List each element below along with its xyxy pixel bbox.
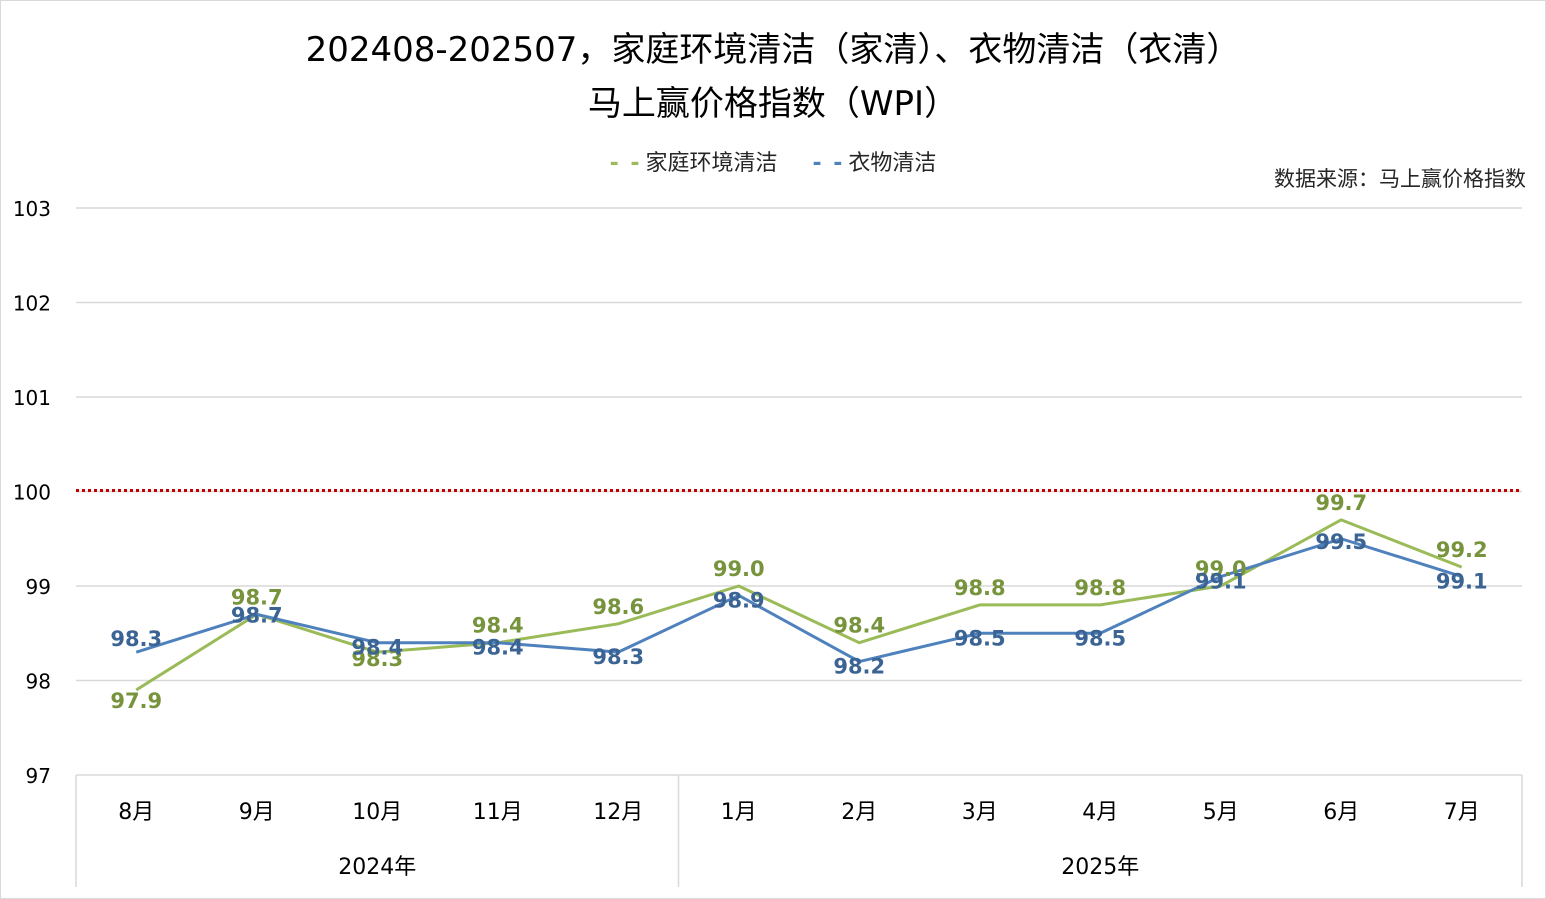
data-label-clothes: 98.3 — [592, 645, 644, 669]
x-tick-label: 3月 — [962, 800, 998, 825]
y-tick-label: 102 — [13, 292, 51, 316]
legend-swatch-clothes: - - — [812, 151, 845, 176]
x-tick-label: 1月 — [721, 800, 757, 825]
chart-title-line-2: 马上赢价格指数（WPI） — [587, 84, 959, 124]
data-label-home: 99.2 — [1436, 538, 1488, 562]
y-tick-label: 103 — [13, 197, 51, 221]
data-label-clothes: 98.2 — [833, 655, 885, 679]
x-tick-label: 11月 — [473, 800, 523, 825]
series-line-home — [135, 518, 1463, 692]
data-label-clothes: 98.7 — [231, 603, 283, 627]
data-label-clothes: 99.1 — [1436, 570, 1488, 594]
y-tick-label: 100 — [13, 481, 51, 505]
data-label-clothes: 99.5 — [1315, 530, 1367, 554]
data-label-clothes: 98.5 — [954, 626, 1006, 650]
y-tick-label: 97 — [26, 764, 51, 788]
legend-swatch-home: - - — [609, 151, 642, 176]
data-label-home: 99.0 — [1195, 557, 1247, 581]
data-label-clothes: 98.4 — [351, 636, 403, 660]
data-label-home: 99.0 — [713, 557, 765, 581]
data-label-clothes: 98.3 — [110, 627, 162, 651]
legend-label-home: 家庭环境清洁 — [645, 151, 778, 176]
x-tick-label: 2月 — [841, 800, 877, 825]
x-tick-label: 12月 — [593, 800, 643, 825]
legend-item-clothes: - - 衣物清洁 — [813, 145, 937, 177]
data-label-home: 99.7 — [1315, 491, 1367, 515]
x-tick-label: 8月 — [118, 800, 154, 825]
x-tick-label: 5月 — [1203, 800, 1239, 825]
y-tick-label: 101 — [13, 386, 51, 410]
data-label-home: 98.4 — [472, 614, 524, 638]
data-label-clothes: 98.4 — [472, 636, 524, 660]
source-note: 数据来源：马上赢价格指数 — [1274, 167, 1526, 191]
data-label-home: 97.9 — [110, 689, 162, 713]
data-label-home: 98.8 — [1074, 576, 1126, 600]
y-tick-label: 98 — [26, 670, 51, 694]
y-tick-label: 99 — [26, 575, 51, 599]
data-label-clothes: 98.9 — [713, 588, 765, 612]
chart-title-line-1: 202408-202507，家庭环境清洁（家清）、衣物清洁（衣清） — [305, 30, 1241, 70]
data-label-clothes: 99.1 — [1195, 570, 1247, 594]
data-label-clothes: 98.5 — [1074, 626, 1126, 650]
series-line-clothes — [135, 537, 1463, 664]
x-group-label: 2024年 — [338, 855, 416, 880]
data-label-home: 98.8 — [954, 576, 1006, 600]
data-label-home: 98.4 — [833, 614, 885, 638]
x-tick-label: 4月 — [1082, 800, 1118, 825]
x-tick-label: 10月 — [352, 800, 402, 825]
chart-legend: - - 家庭环境清洁 - - 衣物清洁 — [0, 145, 1546, 177]
x-group-label: 2025年 — [1061, 855, 1139, 880]
data-label-home: 98.6 — [592, 595, 644, 619]
legend-item-home: - - 家庭环境清洁 — [610, 145, 778, 177]
x-tick-label: 7月 — [1444, 800, 1480, 825]
data-label-home: 98.3 — [351, 647, 403, 671]
x-tick-label: 6月 — [1323, 800, 1359, 825]
legend-label-clothes: 衣物清洁 — [848, 151, 937, 176]
x-tick-label: 9月 — [239, 800, 275, 825]
data-label-home: 98.7 — [231, 585, 283, 609]
